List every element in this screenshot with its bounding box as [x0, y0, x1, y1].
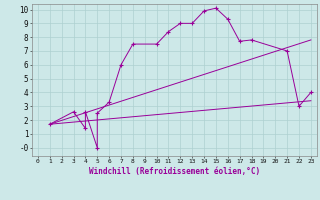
X-axis label: Windchill (Refroidissement éolien,°C): Windchill (Refroidissement éolien,°C) — [89, 167, 260, 176]
